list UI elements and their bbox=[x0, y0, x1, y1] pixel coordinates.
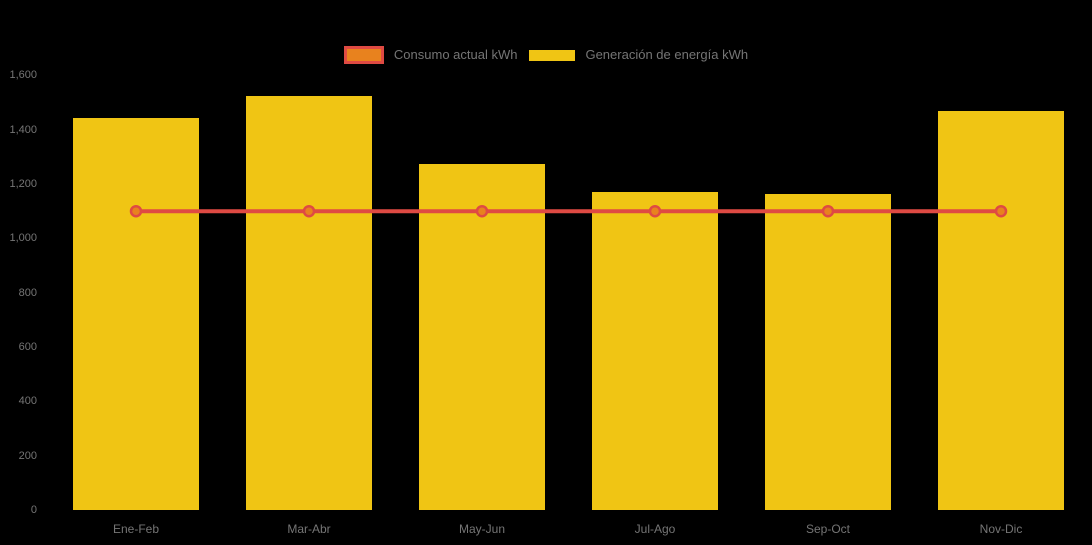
x-axis-tick-label: Nov-Dic bbox=[979, 522, 1023, 536]
x-axis-tick-label: May-Jun bbox=[458, 522, 505, 536]
legend-item-consumo-actual[interactable]: Consumo actual kWh bbox=[343, 46, 518, 64]
x-axis-tick-label: Sep-Oct bbox=[805, 522, 850, 536]
y-axis-tick-label: 0 bbox=[30, 504, 37, 516]
chart-legend: Consumo actual kWh Generación de energía… bbox=[0, 46, 1092, 64]
legend-swatch-column-icon bbox=[529, 49, 576, 61]
y-axis-tick-label: 400 bbox=[18, 395, 37, 408]
x-axis-tick-label: Ene-Feb bbox=[112, 522, 160, 536]
line-bullet-icon[interactable] bbox=[302, 204, 316, 218]
column-jul-ago[interactable] bbox=[592, 192, 718, 510]
x-axis-tick-label: Mar-Abr bbox=[287, 522, 331, 536]
y-axis-tick-label: 1,600 bbox=[9, 69, 37, 82]
column-sep-oct[interactable] bbox=[765, 193, 891, 510]
y-axis-tick-label: 600 bbox=[18, 341, 37, 354]
legend-swatch-line-icon bbox=[343, 46, 384, 64]
column-may-jun[interactable] bbox=[419, 163, 545, 510]
y-axis-tick-label: 1,400 bbox=[9, 123, 37, 136]
column-mar-abr[interactable] bbox=[246, 95, 372, 510]
legend-item-generacion-energia[interactable]: Generación de energía kWh bbox=[529, 48, 748, 62]
y-axis-tick-label: 800 bbox=[18, 286, 37, 299]
column-nov-dic[interactable] bbox=[938, 110, 1064, 510]
line-bullet-icon[interactable] bbox=[129, 204, 143, 218]
legend-label-consumo-actual: Consumo actual kWh bbox=[393, 47, 518, 62]
legend-label-generacion-energia: Generación de energía kWh bbox=[585, 47, 749, 62]
y-axis-tick-label: 1,000 bbox=[9, 232, 37, 245]
y-axis-tick-label: 200 bbox=[18, 449, 37, 462]
line-bullet-icon[interactable] bbox=[475, 204, 489, 218]
line-bullet-icon[interactable] bbox=[821, 204, 835, 218]
x-axis-tick-label: Jul-Ago bbox=[634, 522, 676, 536]
column-ene-feb[interactable] bbox=[73, 117, 199, 510]
y-axis-tick-label: 1,200 bbox=[9, 178, 37, 191]
line-bullet-icon[interactable] bbox=[648, 204, 662, 218]
line-bullet-icon[interactable] bbox=[994, 204, 1008, 218]
